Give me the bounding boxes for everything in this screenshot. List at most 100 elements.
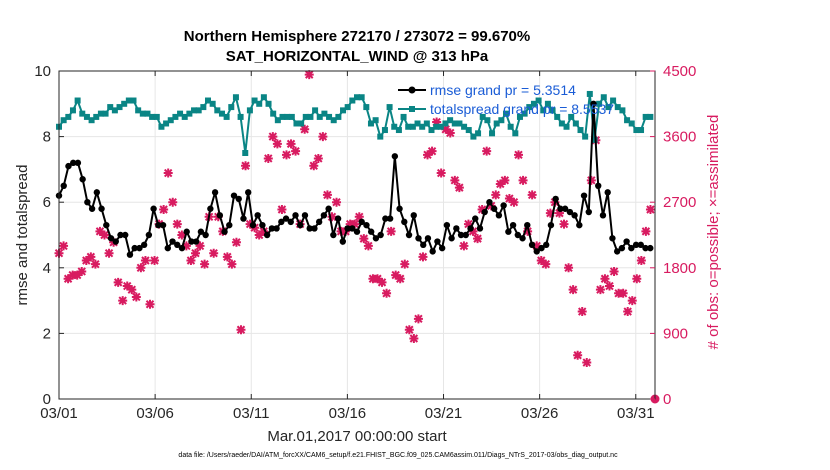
rmse-point [576, 221, 583, 229]
rmse-point [618, 244, 626, 252]
rmse-point [98, 205, 105, 212]
totalspread-point [270, 110, 277, 117]
rmse-point [122, 231, 129, 239]
obs-assimilated-marker [509, 197, 519, 207]
y-tick-label-left: 2 [43, 325, 51, 342]
rmse-point [117, 231, 124, 239]
totalspread-point [298, 120, 305, 127]
obs-assimilated-marker [190, 248, 200, 258]
totalspread-point [572, 120, 579, 127]
rmse-point [145, 231, 153, 239]
rmse-point [396, 205, 403, 212]
rmse-point [107, 235, 115, 242]
y-tick-label-right: 3600 [663, 129, 696, 146]
rmse-point [590, 100, 597, 108]
rmse-point [235, 195, 242, 203]
x-axis-label: Mar.01,2017 00:00:00 start [267, 428, 447, 445]
obs-assimilated-marker [90, 259, 100, 269]
totalspread-point [535, 97, 542, 104]
totalspread-point [503, 110, 509, 117]
obs-assimilated-marker [241, 161, 251, 171]
x-tick-label: 03/16 [329, 405, 367, 422]
totalspread-point [358, 94, 365, 101]
totalspread-point [330, 117, 337, 124]
rmse-point [65, 162, 72, 170]
totalspread-point [512, 130, 519, 137]
rmse-point [443, 221, 451, 229]
y-tick-label-left: 4 [43, 260, 51, 277]
rmse-point [500, 202, 507, 209]
obs-assimilated-marker [514, 150, 524, 160]
obs-assimilated-marker [300, 124, 310, 134]
obs-assimilated-marker [445, 128, 455, 138]
obs-assimilated-marker [254, 230, 264, 240]
obs-assimilated-marker [118, 296, 128, 306]
obs-assimilated-marker [532, 241, 542, 251]
obs-assimilated-marker [95, 226, 105, 236]
obs-assimilated-marker [140, 256, 150, 266]
obs-assimilated-marker [313, 153, 323, 163]
rmse-point [315, 218, 323, 226]
obs-assimilated-marker [577, 307, 587, 317]
totalspread-point [153, 113, 160, 120]
obs-assimilated-marker [63, 274, 73, 284]
obs-assimilated-marker [72, 270, 82, 280]
y-tick-label-left: 10 [34, 63, 51, 80]
rmse-point [434, 238, 441, 245]
obs-assimilated-marker [304, 70, 314, 80]
totalspread-point [116, 104, 123, 111]
obs-assimilated-marker [568, 285, 578, 295]
obs-assimilated-marker [454, 183, 464, 193]
obs-assimilated-marker [627, 296, 637, 306]
totalspread-point [195, 107, 202, 114]
obs-assimilated-marker [372, 274, 382, 284]
rmse-point [358, 218, 365, 226]
rmse-point [226, 221, 233, 229]
totalspread-point [232, 94, 239, 101]
obs-assimilated-marker [322, 190, 332, 200]
rmse-point [221, 228, 228, 235]
rmse-point [481, 208, 488, 216]
legend-marker-spread [409, 106, 415, 112]
rmse-point [467, 225, 474, 232]
totalspread-point [340, 107, 347, 114]
x-tick-label: 03/06 [136, 405, 174, 422]
obs-assimilated-marker [618, 288, 628, 298]
obs-assimilated-marker [195, 241, 205, 251]
totalspread-point [400, 113, 407, 120]
totalspread-point [163, 120, 170, 127]
rmse-point [202, 231, 209, 239]
rmse-point [405, 231, 413, 239]
obs-assimilated-marker [541, 259, 551, 269]
totalspread-point [507, 123, 514, 130]
rmse-point [211, 189, 219, 196]
obs-assimilated-marker [391, 270, 401, 280]
totalspread-point [302, 113, 309, 120]
totalspread-point [475, 130, 482, 137]
totalspread-point [414, 120, 421, 127]
y-tick-label-left: 0 [43, 391, 51, 408]
obs-assimilated-marker [172, 219, 182, 229]
obs-assimilated-marker [395, 274, 405, 284]
totalspread-point [470, 133, 477, 140]
obs-assimilated-marker [377, 277, 387, 287]
obs-assimilated-marker [231, 237, 241, 247]
totalspread-point [288, 113, 295, 120]
obs-assimilated-marker [386, 226, 396, 236]
y-tick-label-right: 2700 [663, 194, 696, 211]
totalspread-point [405, 123, 412, 130]
rmse-point [495, 212, 503, 219]
rmse-point [415, 235, 422, 242]
rmse-point [74, 159, 82, 167]
totalspread-point [600, 94, 607, 101]
obs-assimilated-marker [432, 117, 442, 127]
totalspread-point [619, 107, 626, 114]
totalspread-point [177, 110, 184, 117]
totalspread-point [237, 113, 244, 120]
totalspread-point [628, 120, 635, 127]
y-tick-label-left: 8 [43, 129, 51, 146]
totalspread-point [484, 117, 491, 124]
rmse-point [609, 235, 616, 242]
rmse-point [216, 212, 224, 219]
